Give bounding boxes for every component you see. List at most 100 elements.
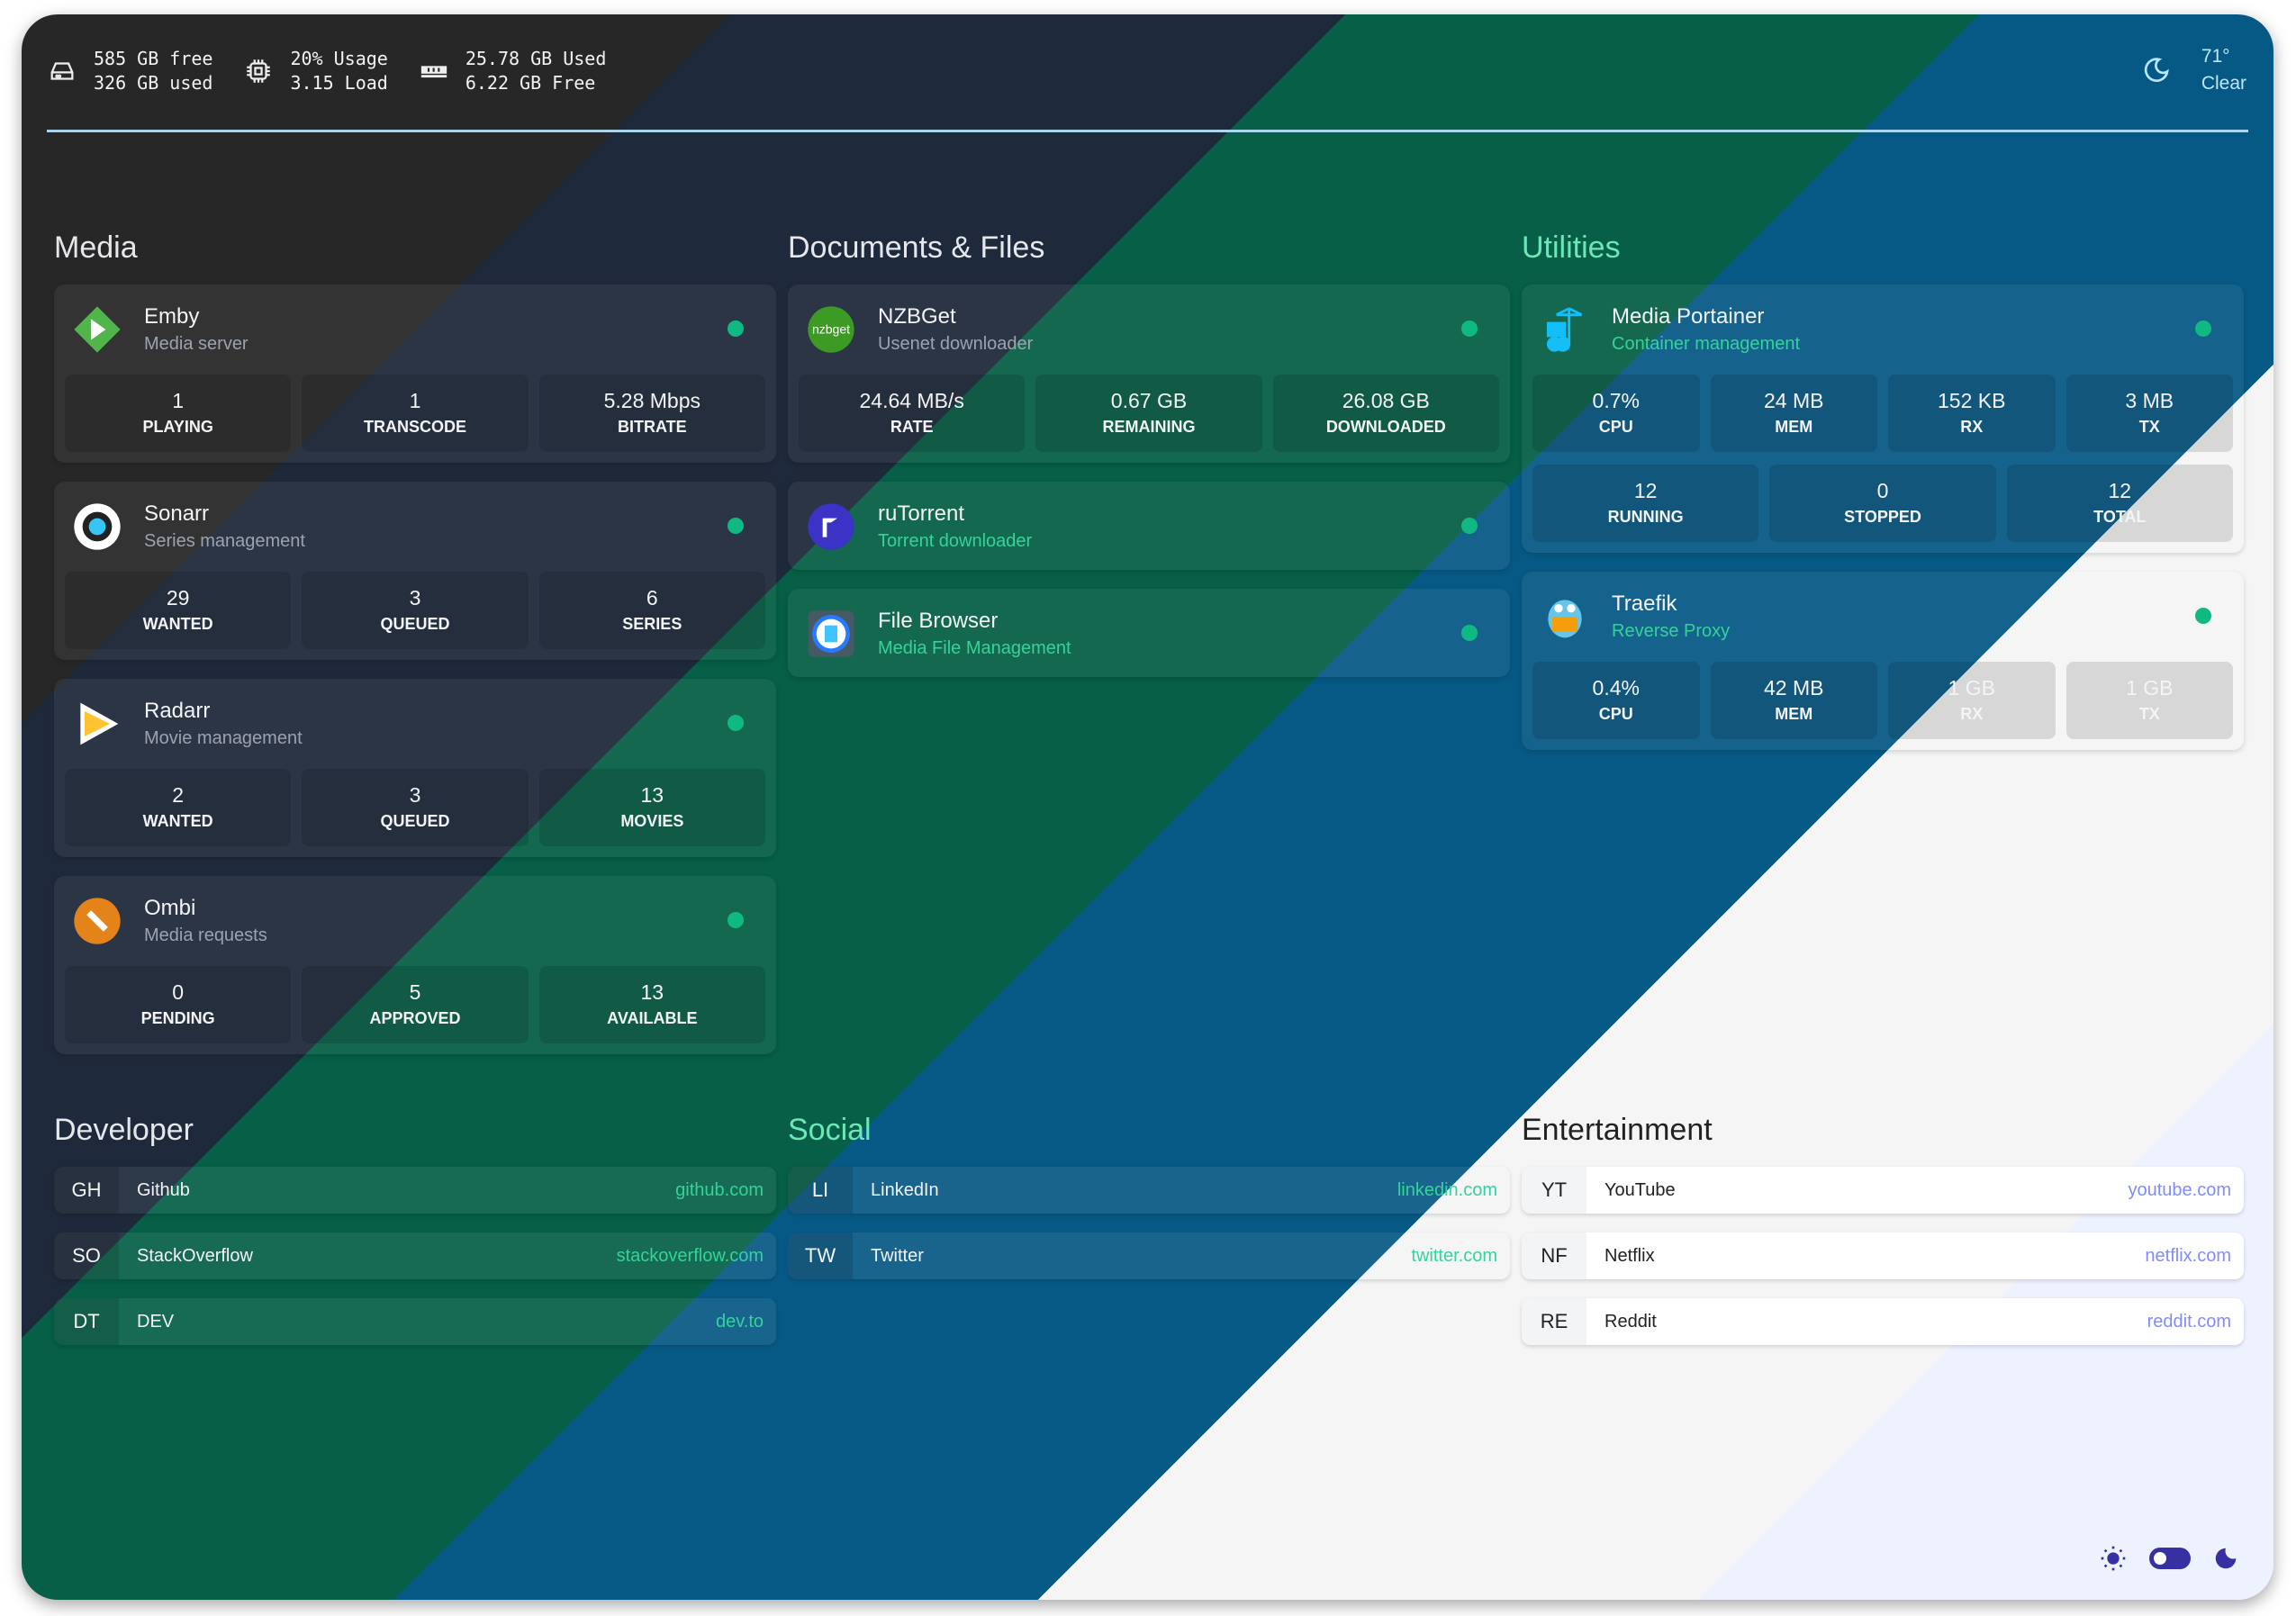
stat-label: Wanted [142, 812, 213, 830]
stat-block: 1 Playing [65, 375, 292, 452]
group-title: Utilities [1522, 230, 1621, 265]
service-name: Radarr [144, 699, 211, 723]
stat-label: Mem [1775, 418, 1813, 436]
bookmark-url: twitter.com [1411, 1245, 1497, 1266]
resource-widgets: 585 GB free 326 GB used 20% Usage 3.15 Loa… [47, 47, 606, 95]
stat-label: Mem [1775, 705, 1813, 723]
service-card-media-portainer[interactable]: Media Portainer Container management 0.7% C… [1522, 284, 2244, 553]
bookmark-abbr: LI [788, 1167, 853, 1214]
group-title: Social [788, 1113, 872, 1147]
status-indicator [1461, 625, 1478, 641]
bookmark-name: Reddit [1604, 1311, 1657, 1332]
weather-condition: Clear [2201, 73, 2246, 94]
cpu-icon [247, 59, 271, 83]
bookmark-stackoverflow[interactable]: SO StackOverflow stackoverflow.com [54, 1232, 776, 1279]
bookmark-twitter[interactable]: TW Twitter twitter.com [788, 1232, 1510, 1279]
stat-label: Running [1607, 508, 1684, 526]
service-card-ombi[interactable]: Ombi Media requests 0 Pending 5 Approved 13 Ava… [54, 876, 776, 1054]
theme-toggle-switch[interactable] [2149, 1548, 2191, 1569]
service-card-file-browser[interactable]: File Browser Media File Management [788, 589, 1510, 677]
stat-label: TX [2138, 418, 2160, 436]
bookmark-name: Twitter [871, 1245, 924, 1266]
stat-value: 0.7% [1592, 389, 1640, 412]
sonarr-icon [72, 501, 122, 552]
bookmark-reddit[interactable]: RE Reddit reddit.com [1522, 1298, 2244, 1345]
stat-label: Pending [140, 1009, 215, 1027]
cpu-load: 3.15 Load [290, 72, 388, 94]
service-name: ruTorrent [878, 501, 965, 526]
disk-free: 585 GB free [94, 48, 213, 69]
stat-block: 5.28 Mbps Bitrate [538, 375, 765, 452]
bookmark-group-developer: Developer GH Github github.com SO StackOverfl… [54, 1113, 776, 1364]
stat-block: 3 Queued [302, 769, 529, 846]
disk-used: 326 GB used [94, 72, 213, 94]
bookmark-abbr: DT [54, 1298, 119, 1345]
service-card-radarr[interactable]: Radarr Movie management 2 Wanted 3 Queued 13 Mo… [54, 679, 776, 857]
service-description: Media requests [144, 925, 267, 945]
stat-block: 3 Queued [302, 572, 529, 649]
stat-value: 26.08 GB [1342, 389, 1430, 412]
service-description: Reverse Proxy [1612, 621, 1731, 641]
stat-value: 3 MB [2125, 389, 2174, 412]
stat-value: 6 [646, 586, 658, 609]
group-title: Media [54, 230, 138, 265]
stat-value: 1 GB [2126, 676, 2174, 700]
stat-block: 0 Pending [65, 966, 292, 1043]
bookmark-dev[interactable]: DT DEV dev.to [54, 1298, 776, 1345]
stat-label: Queued [380, 615, 450, 633]
service-description: Container management [1612, 334, 1801, 354]
traefik-icon [1540, 591, 1590, 642]
status-indicator [728, 912, 744, 928]
svg-text:nzbget: nzbget [812, 322, 850, 337]
service-name: File Browser [878, 609, 999, 633]
stat-row: 0.4% CPU 42 MB Mem 1 GB RX 1 GB TX [1532, 662, 2233, 739]
status-indicator [728, 715, 744, 731]
stat-block: 29 Wanted [65, 572, 292, 649]
service-card-traefik[interactable]: Traefik Reverse Proxy 0.4% CPU 42 MB Mem 1 GB R… [1522, 572, 2244, 750]
stat-label: RX [1960, 705, 1984, 723]
stat-label: Series [622, 615, 682, 633]
header-divider [47, 130, 2248, 132]
service-card-emby[interactable]: Emby Media server 1 Playing 1 Transcode 5.28 M… [54, 284, 776, 463]
bookmark-name: DEV [137, 1311, 175, 1332]
bookmark-url: linkedin.com [1397, 1179, 1497, 1200]
stat-label: Movies [620, 812, 684, 830]
service-card-sonarr[interactable]: Sonarr Series management 29 Wanted 3 Queued 6 S… [54, 482, 776, 660]
service-description: Series management [144, 531, 305, 551]
service-card-nzbget[interactable]: nzbget NZBGet Usenet downloader 24.64 MB/s R… [788, 284, 1510, 463]
stat-value: 12 [2108, 479, 2132, 502]
bookmark-linkedin[interactable]: LI LinkedIn linkedin.com [788, 1167, 1510, 1214]
weather-widget[interactable]: 71° Clear [2140, 43, 2246, 97]
stat-value: 1 GB [1948, 676, 1995, 700]
bookmark-netflix[interactable]: NF Netflix netflix.com [1522, 1232, 2244, 1279]
stat-row: 0.7% CPU 24 MB Mem 152 KB RX 3 MB TX [1532, 375, 2233, 452]
sun-icon [2101, 1546, 2126, 1571]
stat-value: 24 MB [1764, 389, 1824, 412]
service-name: Sonarr [144, 501, 210, 526]
bookmark-abbr: TW [788, 1232, 853, 1279]
stat-value: 0.4% [1592, 676, 1640, 700]
bookmark-group-social: Social LI LinkedIn linkedin.com TW Twitter twi… [788, 1113, 1510, 1298]
service-description: Usenet downloader [878, 334, 1034, 354]
status-indicator [2195, 608, 2211, 624]
bookmark-github[interactable]: GH Github github.com [54, 1167, 776, 1214]
memory-free: 6.22 GB Free [465, 72, 596, 94]
service-card-rutorrent[interactable]: ruTorrent Torrent downloader [788, 482, 1510, 570]
stat-value: 3 [409, 783, 421, 807]
stat-label: Playing [142, 418, 213, 436]
stat-row: 2 Wanted 3 Queued 13 Movies [65, 769, 765, 846]
bookmark-url: github.com [675, 1179, 764, 1200]
bookmark-youtube[interactable]: YT YouTube youtube.com [1522, 1167, 2244, 1214]
bookmark-url: reddit.com [2147, 1311, 2231, 1332]
stat-label: Approved [369, 1009, 461, 1027]
stat-label: Stopped [1844, 508, 1921, 526]
ombi-icon [72, 896, 122, 946]
bookmark-name: LinkedIn [871, 1179, 939, 1200]
stat-row: 0 Pending 5 Approved 13 Available [65, 966, 765, 1043]
service-group-documents-files: Documents & Files nzbget NZBGet Usenet down… [788, 230, 1510, 696]
stat-label: CPU [1598, 705, 1633, 723]
service-name: Emby [144, 304, 200, 329]
weather-temp: 71° [2201, 46, 2230, 67]
bookmark-name: Netflix [1604, 1245, 1655, 1266]
bookmark-url: stackoverflow.com [616, 1245, 764, 1266]
